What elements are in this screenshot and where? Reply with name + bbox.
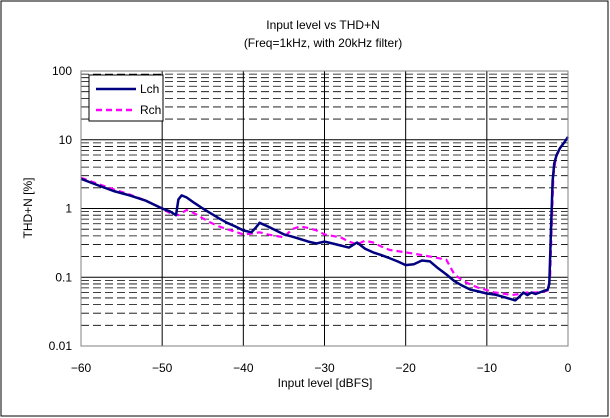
y-tick-label: 0.1 [55, 270, 72, 284]
x-tick-label: −40 [233, 361, 254, 375]
grid [80, 70, 569, 347]
legend: Lch Rch [88, 74, 164, 122]
series-line-rch [80, 138, 569, 297]
x-tick-label: −60 [71, 361, 92, 375]
x-tick-label: −50 [152, 361, 173, 375]
chart-subtitle: (Freq=1kHz, with 20kHz filter) [244, 36, 402, 50]
series-line-lch [80, 136, 570, 302]
y-axis-label: THD+N [%] [21, 177, 35, 238]
x-tick-label: −10 [477, 361, 498, 375]
x-tick-label: −30 [314, 361, 335, 375]
series-lines [80, 136, 570, 302]
y-tick-label: 0.01 [49, 339, 73, 353]
x-tick-labels: −60 −50 −40 −30 −20 −10 0 [71, 361, 572, 375]
legend-label-rch: Rch [140, 103, 161, 117]
x-tick-label: 0 [565, 361, 572, 375]
legend-label-lch: Lch [140, 82, 159, 96]
y-tick-label: 100 [52, 64, 72, 78]
x-axis-label: Input level [dBFS] [278, 376, 373, 390]
x-tick-label: −20 [395, 361, 416, 375]
legend-box [88, 74, 164, 122]
y-tick-label: 1 [65, 202, 72, 216]
y-tick-label: 10 [59, 133, 73, 147]
y-tick-labels: 0.01 0.1 1 10 100 [49, 64, 73, 353]
plot-area-border [80, 70, 569, 347]
chart-title: Input level vs THD+N [266, 18, 380, 32]
